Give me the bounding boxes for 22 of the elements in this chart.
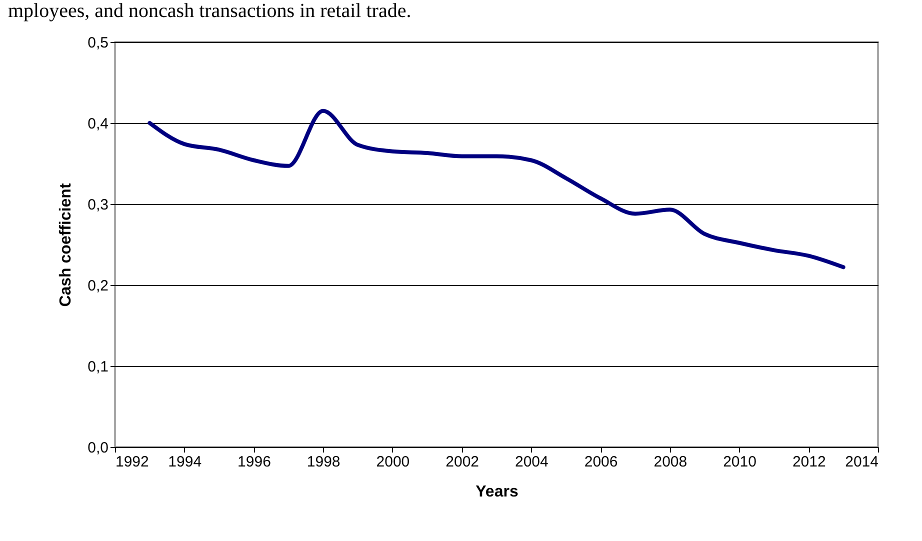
x-tick-label: 2008 bbox=[654, 454, 688, 470]
x-tick-label: 2002 bbox=[446, 454, 480, 470]
y-axis-title: Cash coefficient bbox=[58, 182, 75, 307]
y-tick-label: 0,1 bbox=[88, 358, 108, 376]
x-tick-label: 1992 bbox=[116, 454, 149, 470]
y-tick-label: 0,0 bbox=[88, 440, 108, 456]
x-tick-label: 2004 bbox=[514, 454, 548, 470]
line-series bbox=[148, 108, 846, 270]
x-axis-title: Years bbox=[476, 484, 518, 500]
y-tick-label: 0,4 bbox=[88, 116, 108, 132]
y-tick-label: 0,5 bbox=[88, 34, 108, 52]
x-tick-label: 1996 bbox=[238, 454, 271, 470]
x-tick-label: 1998 bbox=[306, 454, 340, 470]
x-tick-label: 2000 bbox=[376, 454, 410, 470]
text: mployees, and noncash transactions in retail trade. bbox=[7, 0, 412, 22]
x-tick-label: 1994 bbox=[168, 454, 202, 470]
y-tick-label: 0,3 bbox=[88, 196, 108, 214]
y-tick-label: 0,2 bbox=[88, 278, 108, 294]
x-tick-label: 2006 bbox=[584, 454, 618, 470]
x-tick-label: 2010 bbox=[723, 454, 756, 470]
x-tick-label: 2014 bbox=[845, 454, 878, 470]
x-tick-label: 2012 bbox=[792, 454, 826, 470]
